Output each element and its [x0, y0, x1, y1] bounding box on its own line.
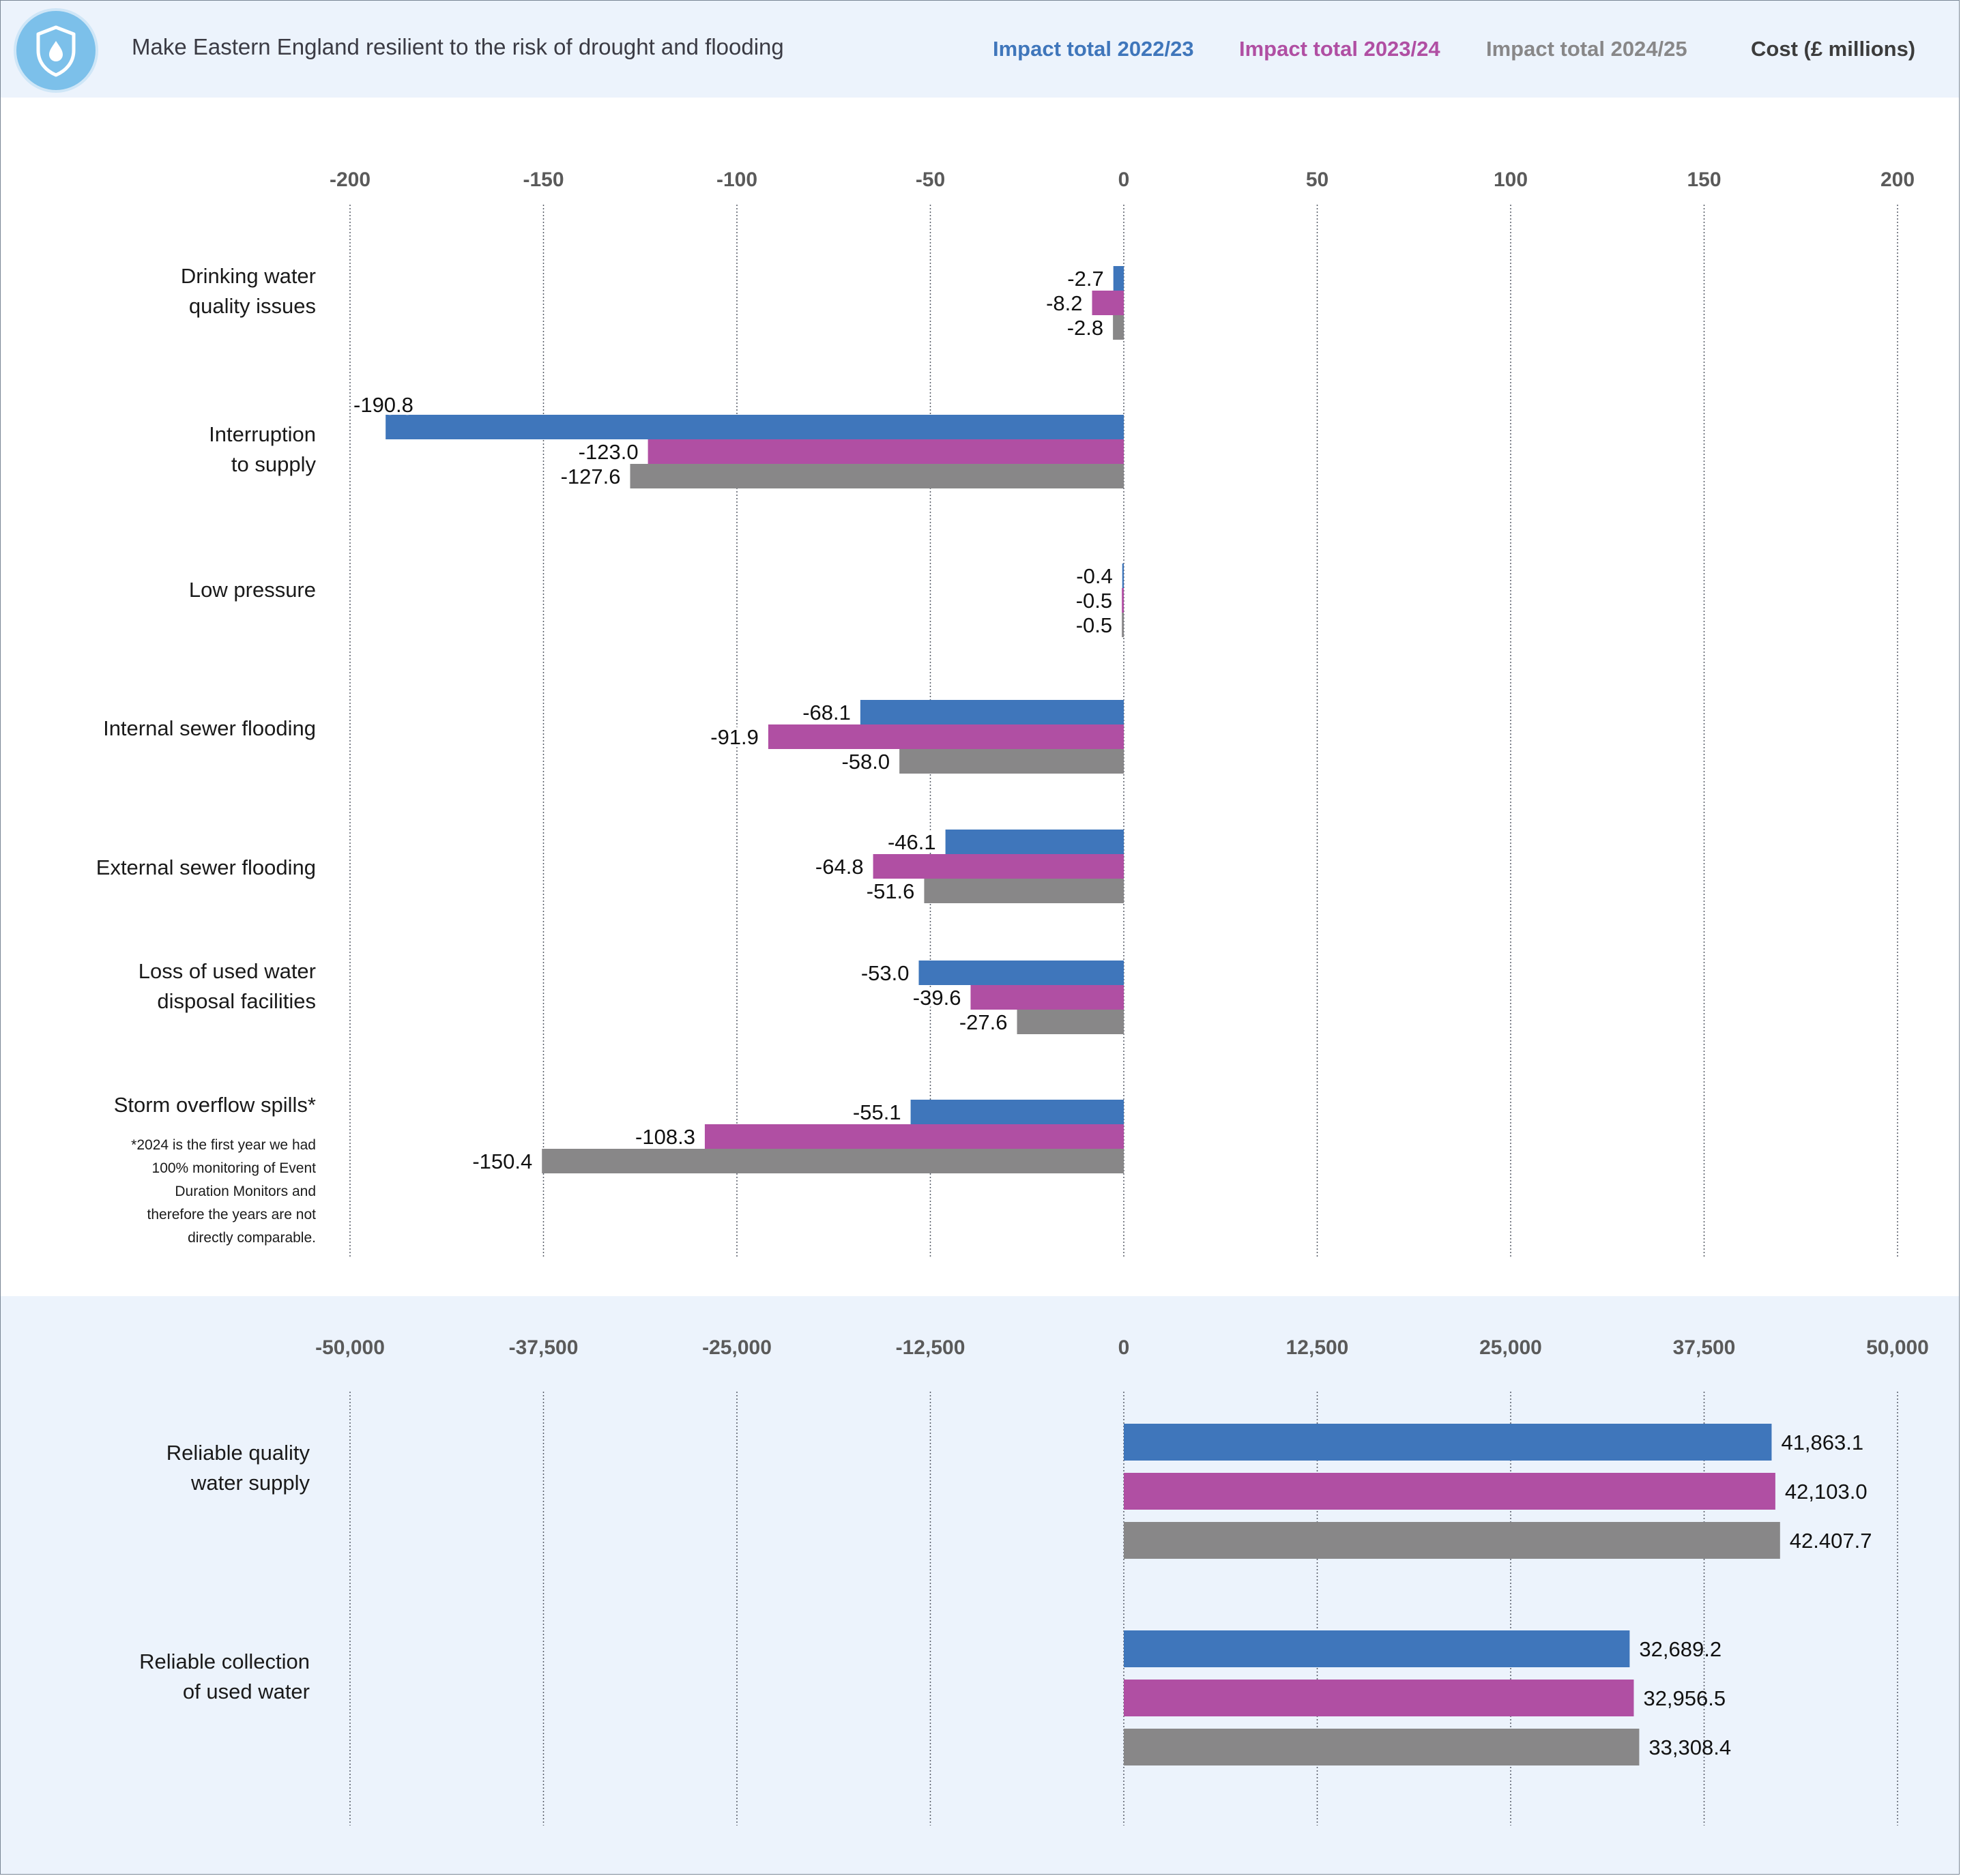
data-label: -58.0 [841, 750, 890, 774]
data-label: -64.8 [815, 855, 864, 879]
bar [970, 985, 1124, 1010]
x-tick-label: 37,500 [1673, 1336, 1736, 1359]
x-tick-label: -150 [523, 168, 564, 191]
x-tick-label: 50,000 [1866, 1336, 1929, 1359]
legend-item-2024-25: Impact total 2024/25 [1486, 37, 1687, 61]
x-tick-label: -100 [716, 168, 757, 191]
x-tick-label: 25,000 [1479, 1336, 1542, 1359]
bar [1122, 613, 1124, 637]
x-tick-label: 12,500 [1286, 1336, 1349, 1359]
bar [1124, 1522, 1780, 1559]
bar [768, 724, 1124, 749]
data-label: -46.1 [888, 830, 936, 854]
bar [899, 749, 1124, 774]
data-label: -27.6 [959, 1010, 1008, 1034]
bar [648, 439, 1124, 464]
data-label: -0.5 [1076, 589, 1112, 613]
bar [1122, 563, 1124, 588]
data-label: -0.5 [1076, 613, 1112, 637]
data-label: 33,308.4 [1648, 1735, 1731, 1759]
bar [924, 879, 1124, 903]
data-label: 32,956.5 [1643, 1686, 1726, 1710]
data-label: -190.8 [353, 393, 413, 417]
data-label: -39.6 [913, 986, 961, 1010]
data-label: -53.0 [861, 961, 910, 985]
category-label-interruption: Interruption to supply [209, 422, 316, 476]
bar [630, 464, 1124, 488]
data-label: -0.4 [1076, 564, 1112, 588]
bar [1124, 1729, 1640, 1765]
category-label-reliable-water-supply: Reliable quality water supply [166, 1441, 310, 1495]
page-title: Make Eastern England resilient to the ri… [132, 34, 784, 59]
x-tick-label: -50 [916, 168, 945, 191]
x-tick-label: 200 [1880, 168, 1915, 191]
bar [542, 1149, 1124, 1173]
bar [873, 854, 1124, 879]
category-label-used-water-disposal: Loss of used water disposal facilities [138, 959, 316, 1013]
data-label: -51.6 [867, 879, 915, 903]
bar [1017, 1010, 1124, 1034]
data-label: 41,863.1 [1781, 1431, 1863, 1454]
bar [860, 700, 1124, 724]
bar [1122, 588, 1124, 613]
bar [1124, 1473, 1775, 1510]
category-label-low-pressure: Low pressure [188, 578, 316, 602]
data-label: 32,689.2 [1639, 1637, 1722, 1661]
data-label: -2.7 [1067, 267, 1103, 291]
storm-overflow-footnote: *2024 is the first year we had 100% moni… [131, 1137, 316, 1246]
legend-item-2022-23: Impact total 2022/23 [993, 37, 1194, 61]
category-label-drinking-water: Drinking water quality issues [180, 264, 316, 318]
x-tick-label: -25,000 [702, 1336, 772, 1359]
category-label-internal-sewer: Internal sewer flooding [103, 716, 316, 740]
data-label: -127.6 [561, 465, 621, 488]
data-label: -68.1 [802, 701, 851, 724]
data-label: 42,103.0 [1785, 1480, 1868, 1504]
bar [1113, 266, 1124, 291]
x-tick-label: 100 [1494, 168, 1528, 191]
bar [1124, 1680, 1634, 1716]
data-label: 42.407.7 [1790, 1529, 1872, 1553]
category-label-reliable-used-water: Reliable collection of used water [139, 1650, 310, 1703]
data-label: -150.4 [472, 1149, 532, 1173]
legend-item-cost-unit: Cost (£ millions) [1751, 37, 1916, 61]
x-tick-label: 0 [1118, 1336, 1130, 1359]
bottom-panel-band [1, 1296, 1959, 1874]
bar [1092, 291, 1124, 315]
x-tick-label: 150 [1687, 168, 1721, 191]
x-tick-label: -37,500 [509, 1336, 579, 1359]
bar [918, 961, 1124, 985]
legend-item-2023-24: Impact total 2023/24 [1239, 37, 1440, 61]
bar [945, 830, 1124, 854]
x-tick-label: 0 [1118, 168, 1130, 191]
x-tick-label: 50 [1306, 168, 1328, 191]
bar [386, 415, 1124, 439]
x-tick-label: -12,500 [896, 1336, 965, 1359]
data-label: -123.0 [579, 440, 639, 464]
category-label-storm-overflow: Storm overflow spills* [113, 1093, 316, 1117]
bar [1124, 1424, 1772, 1461]
data-label: -8.2 [1046, 291, 1082, 315]
data-label: -108.3 [635, 1125, 695, 1149]
x-tick-label: -200 [330, 168, 371, 191]
bar [1124, 1630, 1630, 1667]
x-tick-label: -50,000 [315, 1336, 385, 1359]
bar [1113, 315, 1124, 340]
shield-water-drop-icon [14, 8, 98, 93]
data-label: -55.1 [853, 1100, 901, 1124]
data-label: -91.9 [710, 725, 759, 749]
bar [910, 1100, 1124, 1124]
header-band [1, 1, 1959, 98]
data-label: -2.8 [1067, 316, 1103, 340]
bar [704, 1124, 1124, 1149]
category-label-external-sewer: External sewer flooding [96, 855, 316, 879]
